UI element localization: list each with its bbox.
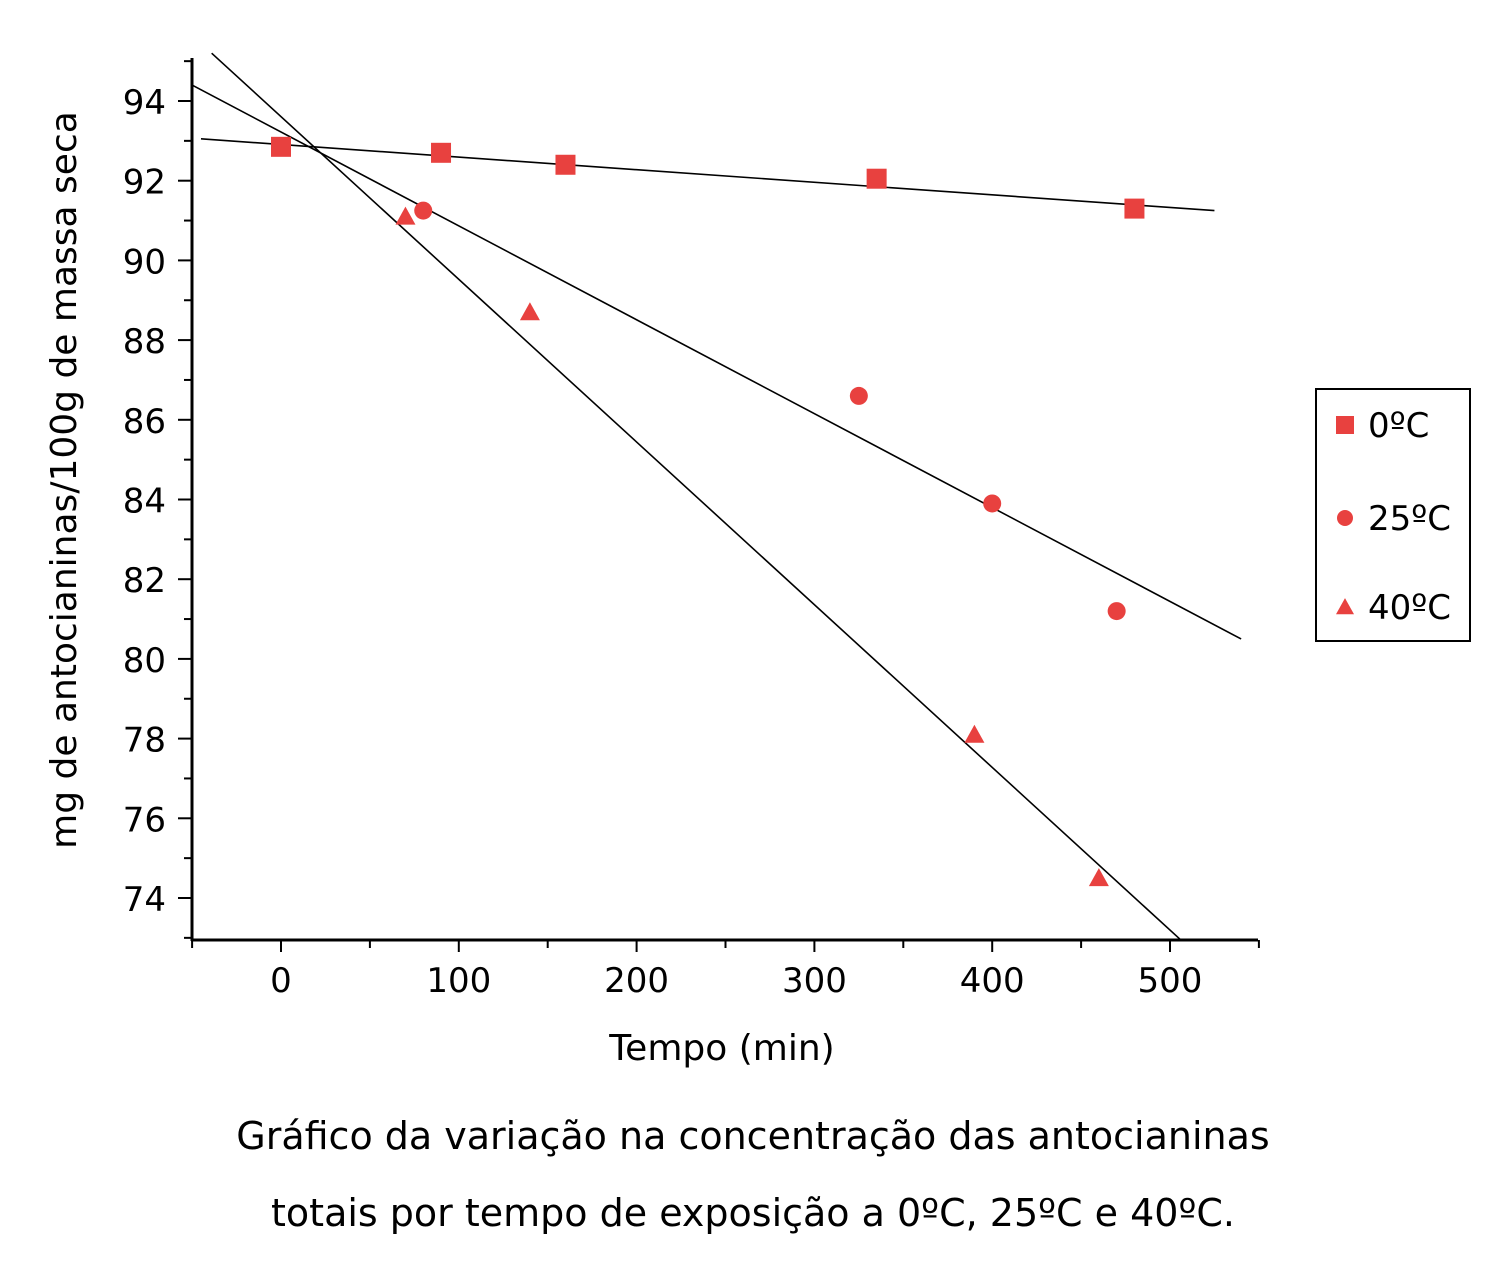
legend-label: 40ºC [1368,588,1451,628]
data-point [271,136,291,157]
x-axis-label: Tempo (min) [608,1028,834,1069]
data-point [866,168,887,189]
x-tick-label: 500 [1138,961,1203,1001]
y-tick-label: 90 [123,242,166,282]
data-point [983,494,1002,513]
data-point [849,386,868,405]
legend-label: 0ºC [1368,406,1429,446]
trend-line [200,138,1215,212]
y-tick-label: 94 [123,83,166,123]
caption-line-1: Gráfico da variação na concentração das … [236,1114,1270,1158]
x-tick-label: 200 [604,961,669,1001]
data-point [1107,602,1126,621]
chart: 74 76 78 80 82 84 86 88 90 92 94 0 100 200 300 400 500 Te… [44,52,1471,1069]
data-point [964,724,985,743]
x-tick-label: 400 [960,961,1025,1001]
y-tick-label: 84 [123,482,166,522]
y-tick-label: 92 [123,163,166,203]
data-point [519,302,540,321]
data-point [1124,198,1145,219]
trend-line [191,84,1242,640]
y-tick-label: 80 [123,641,166,681]
x-tick-label: 0 [270,961,292,1001]
y-tick-label: 86 [123,402,166,442]
data-point [414,201,433,220]
legend-marker [1336,416,1354,434]
y-tick-label: 76 [123,800,166,840]
trend-line [211,52,1182,941]
y-tick-label: 88 [123,322,166,362]
x-tick-label: 100 [426,961,491,1001]
data-point [555,154,576,175]
data-point [1088,868,1109,887]
legend-label: 25ºC [1368,499,1451,539]
y-tick-label: 78 [123,721,166,761]
legend-marker [1336,598,1354,615]
y-axis-label: mg de antocianinas/100g de massa seca [44,111,85,849]
x-tick-label: 300 [782,961,847,1001]
data-point [395,206,416,225]
data-point [431,142,452,163]
y-tick-label: 74 [123,880,166,920]
y-tick-label: 82 [123,561,166,601]
legend-marker [1337,510,1353,526]
caption-line-2: totais por tempo de exposição a 0ºC, 25º… [271,1191,1235,1235]
